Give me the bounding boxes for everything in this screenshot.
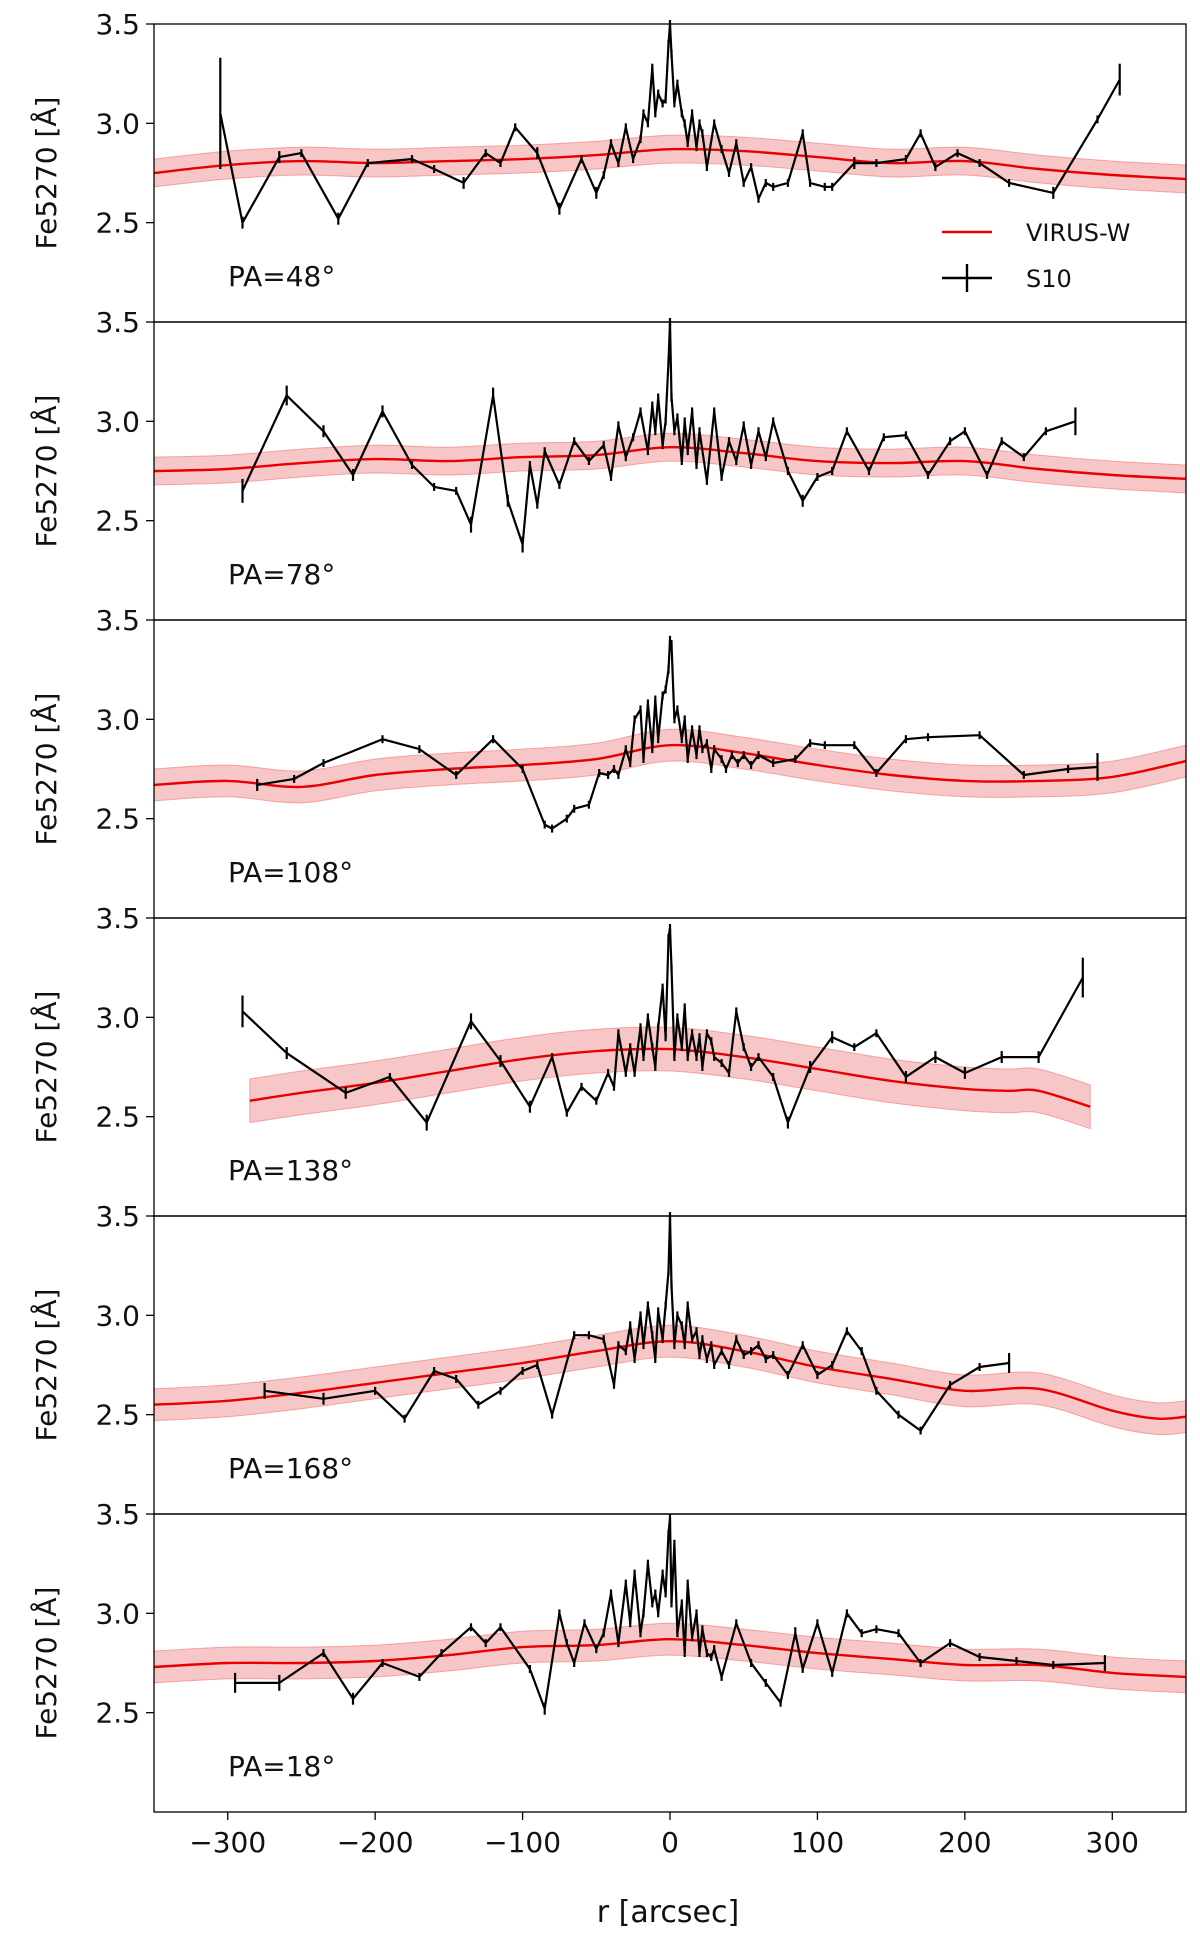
y-axis-label: Fe5270 [Å] <box>29 991 63 1144</box>
x-tick-label: −300 <box>189 1826 266 1859</box>
virus-w-line <box>249 1047 1091 1108</box>
y-tick-label: 3.5 <box>95 1498 140 1531</box>
y-tick-label: 3.5 <box>95 604 140 637</box>
y-tick-label: 3.0 <box>95 1299 140 1332</box>
virus-w-line <box>153 445 1187 481</box>
y-tick-label: 3.5 <box>95 902 140 935</box>
y-tick-label: 3.0 <box>95 405 140 438</box>
panels-group: 2.5 3.0 3.5 Fe5270 [Å] PA=48° 2.5 3.0 3.5 Fe5270… <box>29 8 1187 1859</box>
panel-4: 2.5 3.0 3.5 Fe5270 [Å] PA=168° <box>29 1200 1187 1515</box>
x-tick-label: −200 <box>337 1826 414 1859</box>
pa-label: PA=108° <box>228 856 353 889</box>
pa-label: PA=48° <box>228 260 335 293</box>
y-axis-label: Fe5270 [Å] <box>29 1587 63 1740</box>
y-axis-label: Fe5270 [Å] <box>29 693 63 846</box>
panel-1: 2.5 3.0 3.5 Fe5270 [Å] PA=78° <box>29 306 1187 621</box>
y-tick-label: 3.0 <box>95 1597 140 1630</box>
s10-line <box>219 22 1121 224</box>
virus-w-line <box>153 147 1187 181</box>
y-tick-label: 2.5 <box>95 1101 140 1134</box>
y-tick-label: 3.5 <box>95 8 140 41</box>
virus-w-band <box>249 1026 1091 1130</box>
y-axis-label: Fe5270 [Å] <box>29 1289 63 1442</box>
y-tick-label: 3.0 <box>95 1001 140 1034</box>
y-tick-label: 3.5 <box>95 306 140 339</box>
y-tick-label: 3.0 <box>95 107 140 140</box>
y-axis-label: Fe5270 [Å] <box>29 395 63 548</box>
pa-label: PA=168° <box>228 1452 353 1485</box>
y-tick-label: 2.5 <box>95 1399 140 1432</box>
x-tick-label: 0 <box>661 1826 679 1859</box>
legend-virus-label: VIRUS-W <box>1026 219 1130 247</box>
panel-5: 2.5 3.0 3.5 Fe5270 [Å] PA=18° <box>29 1498 1187 1820</box>
x-axis-label: r [arcsec] <box>597 1895 739 1930</box>
panel-0: 2.5 3.0 3.5 Fe5270 [Å] PA=48° <box>29 8 1187 323</box>
virus-w-band <box>153 134 1187 194</box>
virus-w-band <box>153 728 1187 804</box>
virus-w-line <box>153 743 1187 789</box>
x-tick-label: 300 <box>1086 1826 1139 1859</box>
y-tick-label: 3.0 <box>95 703 140 736</box>
panel-3: 2.5 3.0 3.5 Fe5270 [Å] PA=138° <box>29 902 1187 1217</box>
virus-w-band <box>153 1622 1187 1694</box>
pa-label: PA=78° <box>228 558 335 591</box>
pa-label: PA=18° <box>228 1750 335 1783</box>
y-tick-label: 3.5 <box>95 1200 140 1233</box>
s10-line <box>264 1214 1010 1432</box>
x-tick-label: −100 <box>484 1826 561 1859</box>
legend-s10-label: S10 <box>1026 265 1072 293</box>
legend: VIRUS-W S10 <box>942 219 1130 293</box>
s10-line <box>241 320 1076 546</box>
y-tick-label: 2.5 <box>95 505 140 538</box>
y-axis-label: Fe5270 [Å] <box>29 97 63 250</box>
y-tick-label: 2.5 <box>95 803 140 836</box>
pa-label: PA=138° <box>228 1154 353 1187</box>
x-tick-label: 100 <box>791 1826 844 1859</box>
x-tick-label: 200 <box>938 1826 991 1859</box>
s10-line <box>257 638 1098 830</box>
y-tick-label: 2.5 <box>95 207 140 240</box>
panel-2: 2.5 3.0 3.5 Fe5270 [Å] PA=108° <box>29 604 1187 919</box>
y-tick-label: 2.5 <box>95 1697 140 1730</box>
